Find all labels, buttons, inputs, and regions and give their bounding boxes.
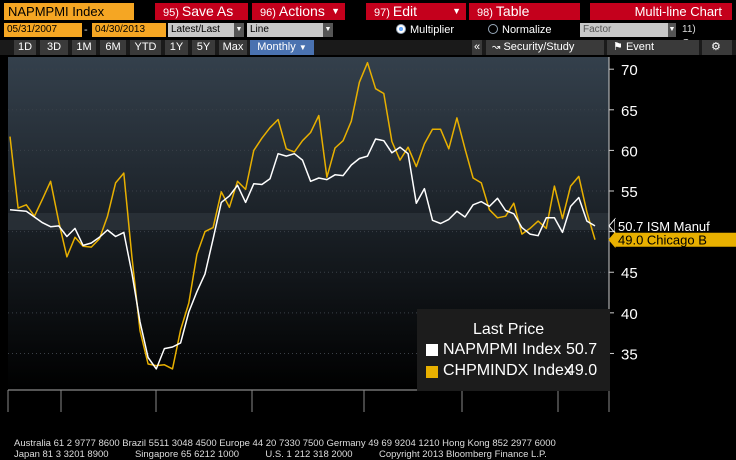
chevron-down-icon: ▼: [331, 6, 340, 16]
period-button-max[interactable]: Max: [219, 40, 247, 55]
radio-icon: [488, 24, 498, 34]
event-button[interactable]: ⚑ Event: [607, 40, 699, 55]
period-button-5y[interactable]: 5Y: [192, 40, 215, 55]
frequency-label: Monthly: [257, 41, 296, 53]
normalize-radio[interactable]: Normalize: [488, 23, 552, 37]
ticker-field[interactable]: NAPMPMI Index: [4, 3, 134, 20]
security-study-label: Security/Study: [503, 41, 575, 53]
legend-box: [417, 309, 610, 391]
y-tick-label: 45: [621, 265, 638, 282]
last-value-text: 50.7 ISM Manuf: [618, 219, 710, 234]
line-tool-icon: ↝: [492, 42, 501, 53]
multiplier-label: Multiplier: [410, 24, 455, 36]
security-study-button[interactable]: ↝ Security/Study: [486, 40, 604, 55]
save-as-button[interactable]: 95) Save As: [155, 3, 248, 20]
legend-title: Last Price: [473, 321, 545, 338]
y-tick-label: 55: [621, 184, 638, 201]
period-button-3d[interactable]: 3D: [40, 40, 68, 55]
series-line-napmpmi: [9, 138, 596, 370]
button-label: Table: [495, 3, 530, 19]
date-separator: -: [84, 24, 88, 36]
chevron-down-icon[interactable]: ▼: [323, 23, 333, 37]
legend-name-chpmindx: CHPMINDX Index: [443, 362, 572, 379]
button-number: 95): [163, 7, 179, 19]
normalize-label: Normalize: [502, 24, 552, 36]
button-number: 97): [374, 7, 390, 19]
radio-selected-icon: [396, 24, 406, 34]
multiplier-radio[interactable]: Multiplier: [396, 23, 454, 37]
footer-copyright: Japan 81 3 3201 8900 Singapore 65 6212 1…: [14, 449, 547, 460]
mode-select[interactable]: Latest/Last: [168, 23, 234, 37]
edit-button[interactable]: 97) Edit ▼: [366, 3, 466, 20]
event-label: Event: [625, 41, 655, 53]
factor-input[interactable]: Factor: [580, 23, 668, 37]
highlight-band: [8, 213, 609, 230]
button-label: Save As: [181, 3, 234, 19]
y-tick-label: 65: [621, 103, 638, 120]
button-number: 98): [477, 7, 493, 19]
legend-swatch-chpmindx: [426, 366, 438, 378]
period-button-1d[interactable]: 1D: [14, 40, 36, 55]
y-tick-label: 40: [621, 306, 638, 323]
last-value-pointer: [608, 217, 616, 235]
gear-icon[interactable]: ⚙: [702, 40, 732, 55]
table-button[interactable]: 98) Table: [469, 3, 580, 20]
period-button-1y[interactable]: 1Y: [165, 40, 188, 55]
last-value-pointer: [608, 231, 616, 249]
chart-name-label: Multi-line Chart: [590, 3, 732, 20]
end-date-field[interactable]: 04/30/2013: [92, 23, 166, 37]
collapse-left-icon[interactable]: «: [472, 40, 482, 55]
frequency-select[interactable]: Monthly ▼: [250, 40, 314, 55]
last-value-box: [615, 232, 736, 247]
button-label: Actions: [278, 3, 325, 19]
style-select[interactable]: Line: [247, 23, 323, 37]
button-label: Edit: [392, 3, 418, 19]
period-button-1m[interactable]: 1M: [72, 40, 96, 55]
flag-icon: ⚑: [613, 41, 623, 53]
y-tick-label: 70: [621, 62, 638, 79]
period-button-6m[interactable]: 6M: [100, 40, 126, 55]
last-value-label: 49.0 Chicago B: [608, 231, 736, 249]
chevron-down-icon: ▼: [298, 43, 307, 52]
legend-value-napmpmi: 50.7: [566, 341, 598, 358]
last-value-box: [615, 218, 736, 233]
chevron-down-icon[interactable]: ▼: [234, 23, 244, 37]
actions-button[interactable]: 96) Actions ▼: [252, 3, 345, 20]
legend-name-napmpmi: NAPMPMI Index: [443, 341, 562, 358]
footer-contacts: Australia 61 2 9777 8600 Brazil 5511 304…: [14, 438, 556, 449]
series-line-chpmindx: [9, 61, 596, 370]
legend-value-chpmindx: 49.0: [566, 362, 598, 379]
legend-swatch-napmpmi: [426, 344, 438, 356]
chevron-down-icon: ▼: [452, 6, 461, 16]
chevron-down-icon[interactable]: ▼: [668, 23, 676, 37]
last-value-label: 50.7 ISM Manuf: [608, 217, 736, 235]
y-tick-label: 60: [621, 143, 638, 160]
button-number: 96): [260, 7, 276, 19]
y-tick-label: 35: [621, 346, 638, 363]
start-date-field[interactable]: 05/31/2007: [4, 23, 82, 37]
period-button-ytd[interactable]: YTD: [130, 40, 161, 55]
line-chart: 3540455055606570 20072008200920102011201…: [7, 57, 736, 412]
last-value-text: 49.0 Chicago B: [618, 233, 707, 248]
